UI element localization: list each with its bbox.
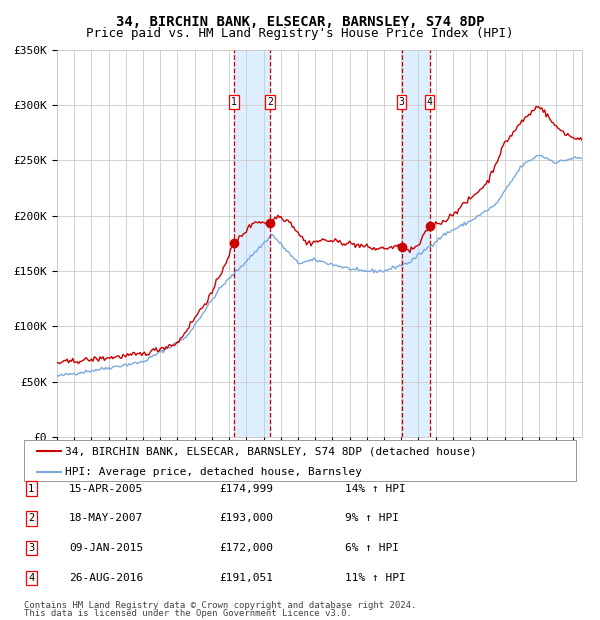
- Bar: [402, 50, 430, 437]
- Text: 14% ↑ HPI: 14% ↑ HPI: [345, 484, 406, 494]
- Text: 2: 2: [28, 513, 34, 523]
- Text: 1: 1: [28, 484, 34, 494]
- Text: 3: 3: [399, 97, 405, 107]
- Text: 9% ↑ HPI: 9% ↑ HPI: [345, 513, 399, 523]
- Text: 6% ↑ HPI: 6% ↑ HPI: [345, 543, 399, 553]
- Text: 18-MAY-2007: 18-MAY-2007: [69, 513, 143, 523]
- Text: 1: 1: [231, 97, 237, 107]
- Text: Contains HM Land Registry data © Crown copyright and database right 2024.: Contains HM Land Registry data © Crown c…: [24, 601, 416, 610]
- Text: HPI: Average price, detached house, Barnsley: HPI: Average price, detached house, Barn…: [65, 467, 362, 477]
- Text: 09-JAN-2015: 09-JAN-2015: [69, 543, 143, 553]
- Text: £174,999: £174,999: [219, 484, 273, 494]
- Text: Price paid vs. HM Land Registry's House Price Index (HPI): Price paid vs. HM Land Registry's House …: [86, 27, 514, 40]
- Text: 34, BIRCHIN BANK, ELSECAR, BARNSLEY, S74 8DP: 34, BIRCHIN BANK, ELSECAR, BARNSLEY, S74…: [116, 16, 484, 30]
- Text: £191,051: £191,051: [219, 573, 273, 583]
- Text: 34, BIRCHIN BANK, ELSECAR, BARNSLEY, S74 8DP (detached house): 34, BIRCHIN BANK, ELSECAR, BARNSLEY, S74…: [65, 446, 477, 456]
- Text: 4: 4: [427, 97, 433, 107]
- Text: 3: 3: [28, 543, 34, 553]
- Text: 11% ↑ HPI: 11% ↑ HPI: [345, 573, 406, 583]
- Text: 4: 4: [28, 573, 34, 583]
- Text: This data is licensed under the Open Government Licence v3.0.: This data is licensed under the Open Gov…: [24, 608, 352, 618]
- Text: £172,000: £172,000: [219, 543, 273, 553]
- Text: 15-APR-2005: 15-APR-2005: [69, 484, 143, 494]
- Bar: [234, 50, 270, 437]
- Text: 26-AUG-2016: 26-AUG-2016: [69, 573, 143, 583]
- Text: £193,000: £193,000: [219, 513, 273, 523]
- Text: 2: 2: [267, 97, 273, 107]
